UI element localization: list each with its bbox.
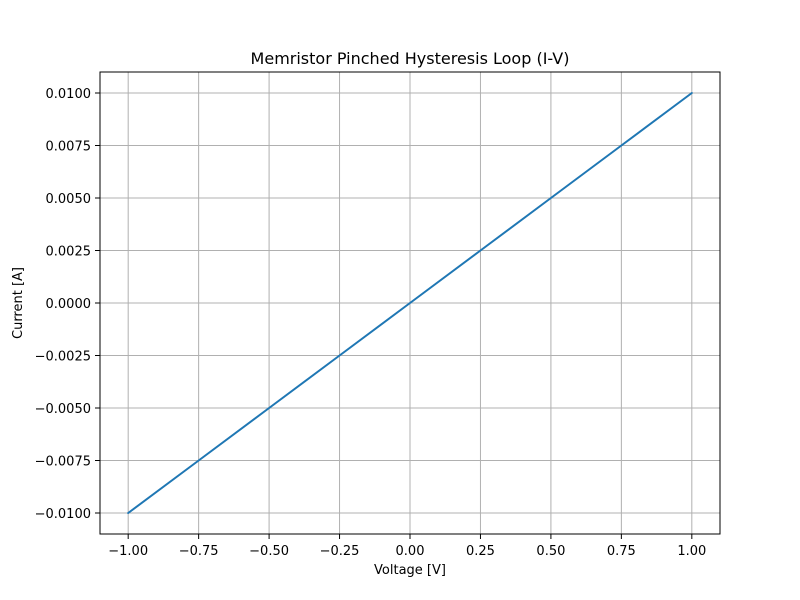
x-tick-label: −0.75 bbox=[179, 544, 219, 559]
y-tick-label: −0.0100 bbox=[35, 507, 91, 522]
y-axis-label: Current [A] bbox=[11, 267, 26, 339]
x-tick-label: 0.00 bbox=[396, 544, 425, 559]
x-tick-label: 0.25 bbox=[466, 544, 495, 559]
series-layer bbox=[127, 92, 693, 514]
y-tick-label: −0.0050 bbox=[35, 402, 91, 417]
y-axis-ticks: −0.0100 −0.0075 −0.0050 −0.0025 0.0000 0.0025… bbox=[35, 87, 100, 522]
x-tick-label: −0.25 bbox=[320, 544, 360, 559]
y-tick-label: 0.0100 bbox=[46, 87, 92, 102]
x-tick-label: 0.50 bbox=[536, 544, 565, 559]
series-line bbox=[127, 92, 693, 514]
x-axis-ticks: −1.00 −0.75 −0.50 −0.25 0.00 0.25 0.50 0.75 1.00 bbox=[108, 534, 706, 559]
x-tick-label: −1.00 bbox=[108, 544, 148, 559]
x-axis-label: Voltage [V] bbox=[374, 563, 446, 578]
x-tick-label: 0.75 bbox=[607, 544, 636, 559]
x-tick-label: 1.00 bbox=[677, 544, 706, 559]
y-tick-label: −0.0075 bbox=[35, 455, 91, 470]
y-tick-label: 0.0075 bbox=[46, 140, 92, 155]
y-tick-label: −0.0025 bbox=[35, 350, 91, 365]
y-tick-label: 0.0025 bbox=[46, 245, 92, 260]
y-tick-label: 0.0050 bbox=[46, 192, 92, 207]
y-tick-label: 0.0000 bbox=[46, 297, 92, 312]
x-tick-label: −0.50 bbox=[249, 544, 289, 559]
chart-title: Memristor Pinched Hysteresis Loop (I-V) bbox=[251, 49, 570, 68]
